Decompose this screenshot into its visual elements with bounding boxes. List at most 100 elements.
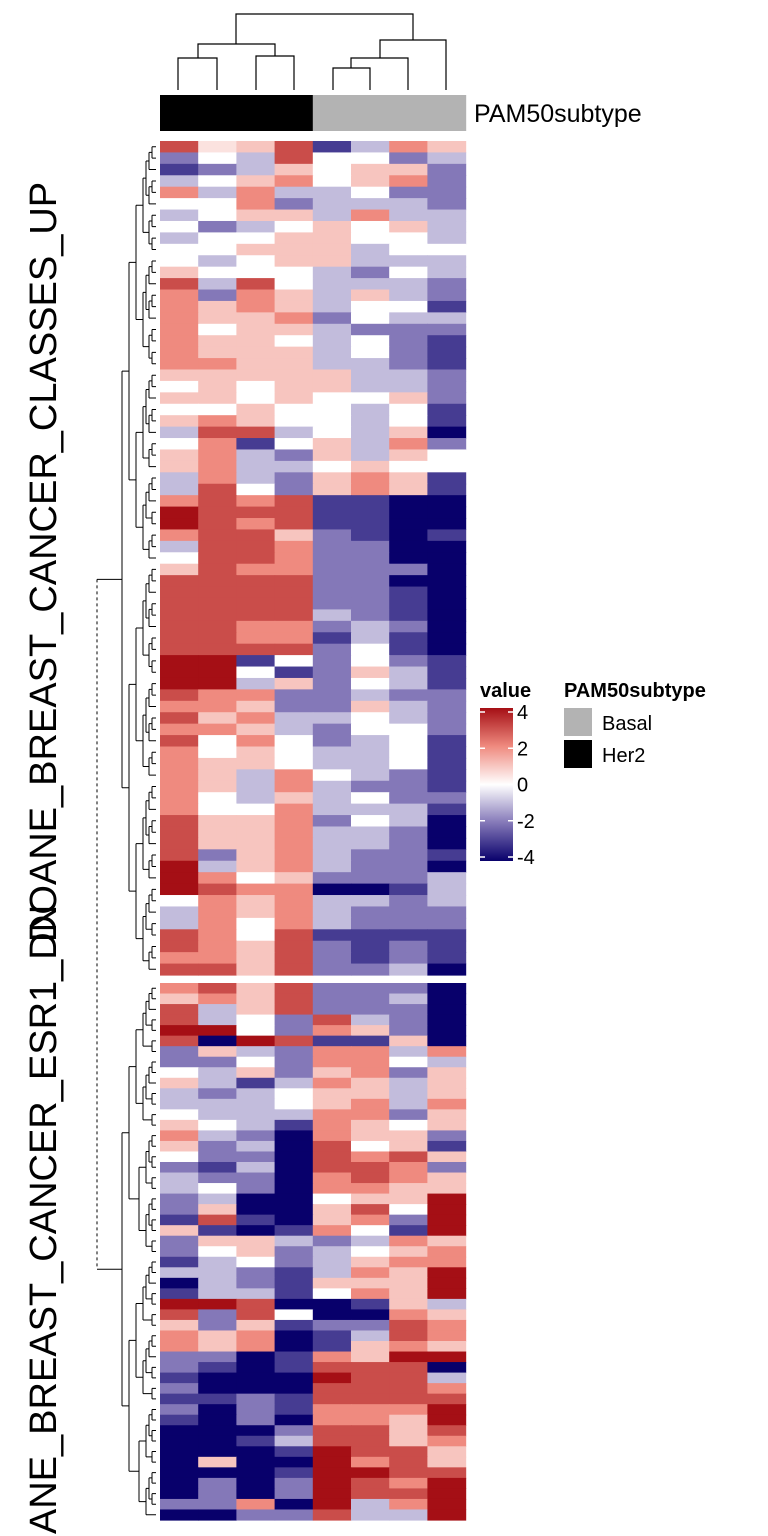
heatmap-cell	[312, 552, 352, 565]
heatmap-cell	[427, 1288, 467, 1300]
heatmap-cell	[160, 1393, 199, 1405]
heatmap-cell	[274, 620, 314, 633]
heatmap-cell	[427, 1446, 467, 1458]
heatmap-cell	[236, 1435, 276, 1447]
heatmap-cell	[160, 1446, 199, 1458]
heatmap-cell	[427, 1046, 467, 1058]
heatmap-cell	[427, 540, 467, 553]
heatmap-cell	[351, 243, 390, 256]
dendrogram-branch	[151, 1156, 156, 1168]
heatmap-cell	[236, 1404, 276, 1416]
dendrogram-branch	[151, 603, 156, 616]
heatmap-cell	[236, 792, 276, 805]
heatmap-cell	[389, 415, 428, 428]
heatmap-cell	[312, 1362, 352, 1374]
heatmap-cell	[427, 152, 467, 165]
heatmap-cell	[236, 1414, 276, 1426]
heatmap-cell	[274, 1446, 314, 1458]
heatmap-cell	[312, 518, 352, 531]
heatmap-cell	[236, 1446, 276, 1458]
heatmap-cell	[427, 1109, 467, 1121]
heatmap-cell	[389, 1383, 428, 1395]
heatmap-cell	[236, 1393, 276, 1405]
heatmap-cell	[198, 1498, 237, 1511]
heatmap-cell	[274, 712, 314, 725]
heatmap-cell	[160, 723, 199, 736]
heatmap-cell	[274, 700, 314, 713]
heatmap-cell	[389, 460, 428, 473]
heatmap-cell	[389, 449, 428, 462]
heatmap-cell	[351, 1393, 390, 1405]
heatmap-cell	[160, 220, 199, 233]
heatmap-cell	[160, 1383, 199, 1395]
heatmap-cell	[312, 826, 352, 839]
heatmap-cell	[351, 815, 390, 828]
heatmap-cell	[160, 198, 199, 211]
heatmap-cell	[389, 1098, 428, 1110]
heatmap-cell	[312, 1088, 352, 1100]
heatmap-cell	[389, 700, 428, 713]
heatmap-cell	[236, 1235, 276, 1247]
heatmap-cell	[312, 860, 352, 873]
heatmap-cell	[312, 1298, 352, 1311]
heatmap-cell	[427, 1056, 467, 1068]
heatmap-cell	[427, 1298, 467, 1311]
heatmap-cell	[236, 1140, 276, 1153]
heatmap-cell	[427, 1004, 467, 1016]
heatmap-cell	[351, 1256, 390, 1268]
heatmap-cell	[351, 175, 390, 188]
heatmap-cell	[427, 175, 467, 188]
heatmap-cell	[198, 278, 237, 291]
heatmap-cell	[236, 769, 276, 782]
dendrogram-branch	[151, 888, 156, 902]
heatmap-cell	[389, 803, 428, 816]
heatmap-cell	[312, 803, 352, 816]
heatmap-cell	[427, 495, 467, 508]
heatmap-cell	[160, 1225, 199, 1237]
heatmap-cell	[236, 575, 276, 588]
heatmap-cell	[236, 415, 276, 428]
heatmap-cell	[274, 837, 314, 850]
heatmap-cell	[351, 186, 390, 199]
heatmap-cell	[312, 1446, 352, 1458]
heatmap-cell	[312, 209, 352, 222]
heatmap-cell	[312, 1077, 352, 1089]
heatmap-cell	[351, 1267, 390, 1279]
heatmap-cell	[389, 266, 428, 279]
heatmap-cell	[160, 460, 199, 473]
heatmap-cell	[427, 917, 467, 930]
column-dendrogram	[177, 13, 447, 90]
heatmap-cell	[160, 963, 199, 976]
heatmap-cell	[351, 983, 390, 995]
heatmap-cell	[274, 1330, 314, 1342]
heatmap-cell	[389, 1119, 428, 1132]
heatmap-cell	[351, 780, 390, 793]
heatmap-cell	[236, 163, 276, 176]
heatmap-cell	[198, 952, 237, 965]
heatmap-cell	[236, 757, 276, 770]
heatmap-cell	[389, 632, 428, 645]
heatmap-cell	[160, 632, 199, 645]
heatmap-cell	[389, 952, 428, 965]
heatmap-cell	[312, 1488, 352, 1500]
heatmap-cell	[198, 529, 237, 542]
heatmap-cell	[274, 1067, 314, 1079]
heatmap-cell	[274, 1267, 314, 1279]
heatmap-cell	[236, 1288, 276, 1300]
heatmap-cell	[351, 1477, 390, 1490]
heatmap-cell	[198, 792, 237, 805]
heatmap-cell	[351, 1298, 390, 1311]
heatmap-cell	[351, 1498, 390, 1511]
heatmap-cell	[427, 586, 467, 599]
heatmap-cell	[236, 540, 276, 553]
heatmap-cell	[427, 552, 467, 565]
heatmap-cell	[312, 415, 352, 428]
heatmap-cell	[427, 952, 467, 965]
heatmap-cell	[160, 1509, 199, 1521]
heatmap-cell	[198, 1067, 237, 1079]
heatmap-cell	[198, 655, 237, 668]
annotation-cell	[312, 95, 352, 131]
heatmap-cell	[198, 872, 237, 885]
heatmap-cell	[274, 666, 314, 679]
heatmap-cell	[312, 1172, 352, 1184]
